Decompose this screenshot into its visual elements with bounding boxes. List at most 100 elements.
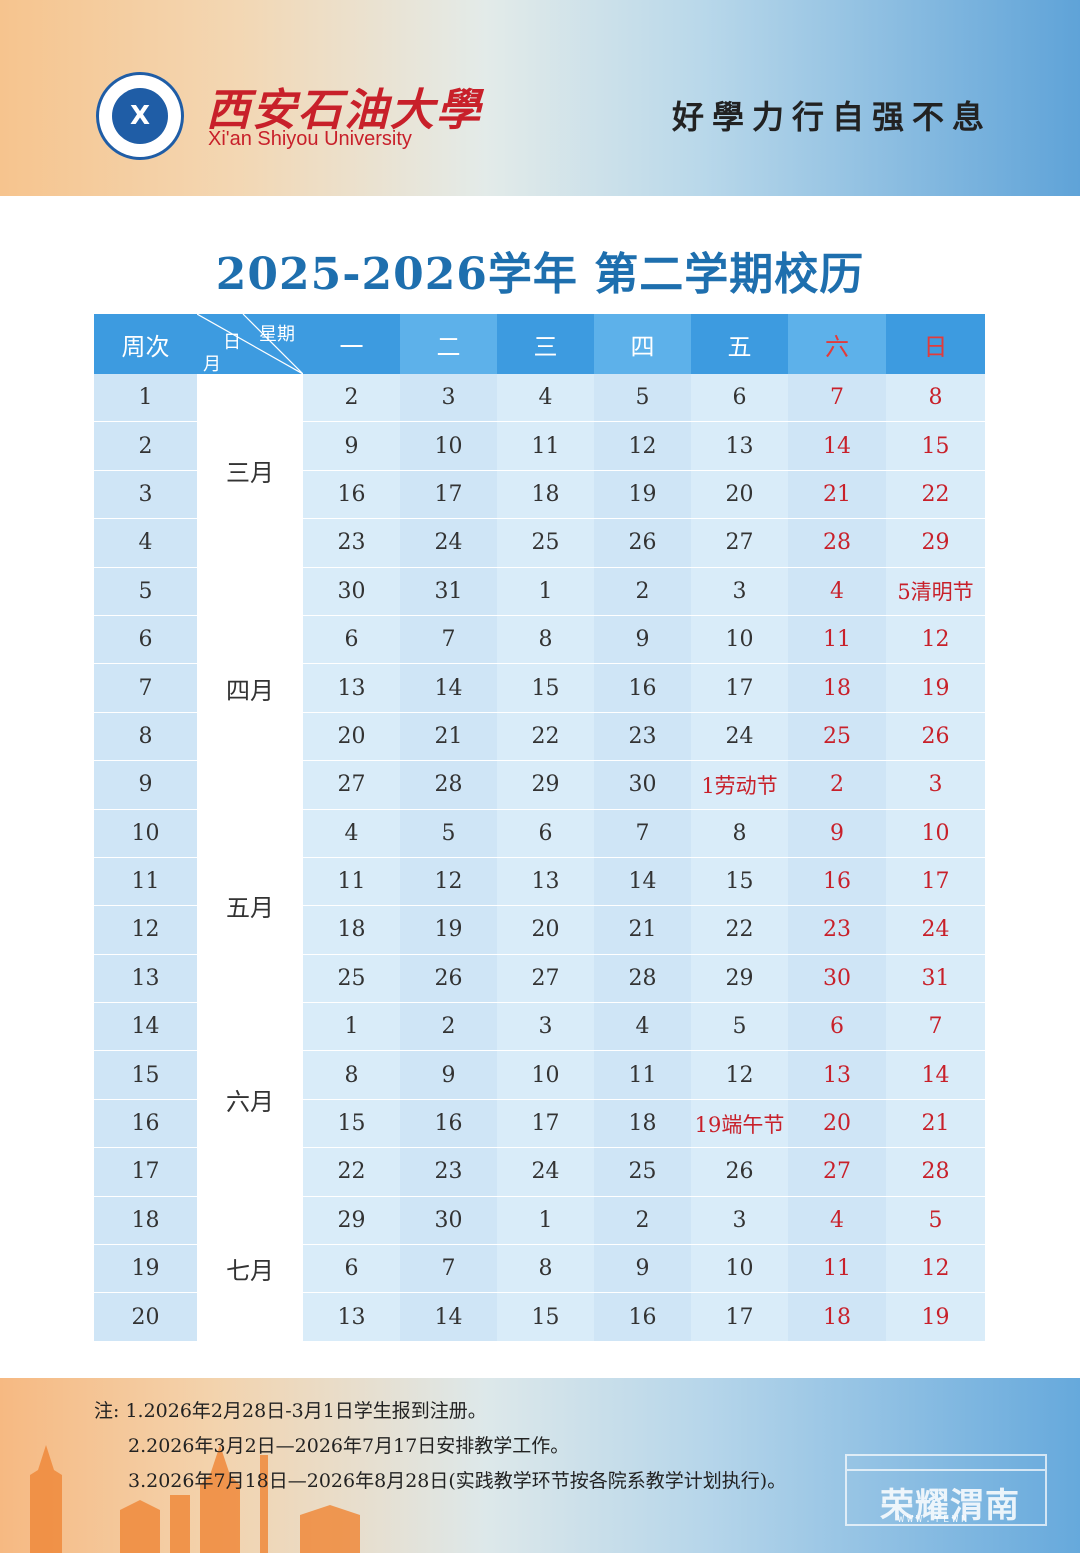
day-cell: 19 [886, 1292, 985, 1342]
table-row: 12 18 19 20 21 22 23 24 [94, 905, 985, 955]
day-cell: 23 [303, 518, 400, 568]
day-cell: 24 [400, 518, 497, 568]
table-row: 10 五月 4 5 6 7 8 9 10 [94, 809, 985, 1003]
day-cell: 14 [788, 421, 886, 471]
table-row: 16 15 16 17 18 19端午节 20 21 [94, 1099, 985, 1149]
table-row: 7 13 14 15 16 17 18 19 [94, 663, 985, 713]
month-label: 五月 [197, 809, 303, 1003]
header-banner: X 西安石油大學 Xi'an Shiyou University 好學力行自强不… [0, 0, 1080, 196]
note-1: 注: 1.2026年2月28日-3月1日学生报到注册。 [94, 1400, 487, 1422]
logo-emblem: X [112, 88, 168, 144]
week-number: 8 [94, 712, 197, 762]
week-number: 2 [94, 421, 197, 471]
day-cell: 21 [400, 712, 497, 762]
corner-month-label: 月 [203, 354, 221, 375]
day-cell: 24 [497, 1147, 594, 1197]
month-label: 三月 [197, 374, 303, 568]
day-cell: 15 [497, 1292, 594, 1342]
day-cell: 17 [691, 1292, 788, 1342]
week-number: 1 [94, 374, 197, 423]
day-cell: 12 [400, 857, 497, 907]
day-cell: 2 [400, 1002, 497, 1052]
week-number: 5 [94, 567, 197, 616]
day-cell: 28 [886, 1147, 985, 1197]
day-cell: 12 [886, 615, 985, 665]
day-cell: 1 [303, 1002, 400, 1052]
week-number: 12 [94, 905, 197, 955]
day-cell: 5 [886, 1196, 985, 1246]
day-cell: 13 [691, 421, 788, 471]
table-row: 4 23 24 25 26 27 28 29 [94, 518, 985, 568]
day-cell: 24 [886, 905, 985, 955]
day-cell: 13 [303, 663, 400, 713]
day-cell: 23 [594, 712, 691, 762]
header-corner-cell: 星期 日 月 [197, 314, 303, 375]
table-row: 3 16 17 18 19 20 21 22 [94, 470, 985, 520]
day-cell: 15 [497, 663, 594, 713]
day-cell: 22 [303, 1147, 400, 1197]
header-day-tue: 二 [400, 314, 497, 374]
header-day-fri: 五 [691, 314, 788, 374]
day-cell: 27 [497, 954, 594, 1004]
day-cell: 3 [691, 1196, 788, 1246]
holiday-cell: 5清明节 [886, 567, 985, 616]
day-cell: 25 [497, 518, 594, 568]
header-day-thu: 四 [594, 314, 691, 374]
day-cell: 4 [497, 374, 594, 423]
day-cell: 10 [497, 1050, 594, 1100]
day-cell: 17 [691, 663, 788, 713]
day-cell: 6 [788, 1002, 886, 1052]
week-number: 19 [94, 1244, 197, 1294]
day-cell: 17 [886, 857, 985, 907]
day-cell: 7 [788, 374, 886, 423]
table-row: 9 27 28 29 30 1劳动节 2 3 [94, 760, 985, 810]
day-cell: 18 [788, 663, 886, 713]
day-cell: 16 [400, 1099, 497, 1149]
week-number: 4 [94, 518, 197, 568]
day-cell: 13 [303, 1292, 400, 1342]
table-row: 15 8 9 10 11 12 13 14 [94, 1050, 985, 1100]
day-cell: 23 [788, 905, 886, 955]
table-row: 18 七月 29 30 1 2 3 4 5 [94, 1196, 985, 1342]
day-cell: 2 [788, 760, 886, 810]
watermark-logo: 荣耀渭南 [880, 1486, 1020, 1526]
month-label: 七月 [197, 1196, 303, 1342]
city-skyline-illustration [30, 1445, 1047, 1553]
week-number: 10 [94, 809, 197, 858]
day-cell: 3 [886, 760, 985, 810]
day-cell: 21 [594, 905, 691, 955]
day-cell: 5 [594, 374, 691, 423]
day-cell: 10 [886, 809, 985, 858]
day-cell: 2 [303, 374, 400, 423]
week-number: 14 [94, 1002, 197, 1052]
day-cell: 8 [497, 615, 594, 665]
day-cell: 20 [303, 712, 400, 762]
day-cell: 27 [788, 1147, 886, 1197]
day-cell: 22 [691, 905, 788, 955]
day-cell: 8 [497, 1244, 594, 1294]
day-cell: 25 [303, 954, 400, 1004]
day-cell: 9 [594, 615, 691, 665]
day-cell: 27 [303, 760, 400, 810]
month-label: 四月 [197, 567, 303, 810]
holiday-cell: 19端午节 [691, 1099, 788, 1149]
university-name-en: Xi'an Shiyou University [208, 128, 412, 150]
day-cell: 13 [788, 1050, 886, 1100]
day-cell: 26 [886, 712, 985, 762]
week-number: 3 [94, 470, 197, 520]
week-number: 20 [94, 1292, 197, 1342]
day-cell: 14 [886, 1050, 985, 1100]
day-cell: 29 [303, 1196, 400, 1246]
day-cell: 5 [400, 809, 497, 858]
day-cell: 21 [788, 470, 886, 520]
week-number: 13 [94, 954, 197, 1004]
day-cell: 14 [400, 663, 497, 713]
day-cell: 24 [691, 712, 788, 762]
table-row: 14 六月 1 2 3 4 5 6 7 [94, 1002, 985, 1197]
week-number: 18 [94, 1196, 197, 1246]
day-cell: 9 [788, 809, 886, 858]
table-row: 1 三月 2 3 4 5 6 7 8 [94, 374, 985, 568]
table-row: 19 6 7 8 9 10 11 12 [94, 1244, 985, 1294]
day-cell: 8 [691, 809, 788, 858]
day-cell: 14 [594, 857, 691, 907]
